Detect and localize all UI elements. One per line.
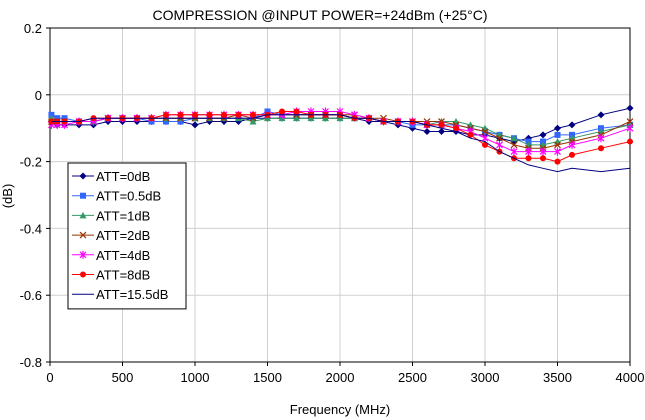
chart-title: COMPRESSION @INPUT POWER=+24dBm (+25°C) bbox=[152, 7, 487, 23]
data-point bbox=[568, 140, 576, 149]
legend: ATT=0dB ATT=0.5dB ATT=1dB ATT=2dB ATT=4dB ATT… bbox=[67, 162, 187, 310]
data-point bbox=[192, 111, 198, 118]
data-point bbox=[279, 108, 285, 115]
data-point bbox=[510, 147, 518, 156]
data-point bbox=[525, 147, 532, 156]
data-point bbox=[482, 141, 488, 148]
x-tick-label: 1500 bbox=[253, 370, 282, 385]
x-tick-label: 2500 bbox=[398, 370, 427, 385]
legend-item: ATT=0.5dB bbox=[72, 189, 161, 204]
data-point bbox=[177, 111, 184, 118]
data-point bbox=[438, 128, 445, 136]
x-tick-label: 0 bbox=[46, 370, 53, 385]
axis-ticks: 0 500 1000 1500 2000 2500 3000 3500 4000 0.2 0 -0.2… bbox=[20, 21, 645, 385]
y-axis-title: (dB) bbox=[0, 184, 15, 209]
data-point bbox=[235, 111, 242, 118]
data-point bbox=[79, 231, 87, 239]
x-tick-label: 2000 bbox=[326, 370, 355, 385]
legend-label: ATT=1dB bbox=[96, 208, 150, 223]
x-tick-label: 3000 bbox=[471, 370, 500, 385]
data-point bbox=[627, 138, 633, 145]
data-point bbox=[626, 104, 634, 112]
data-point bbox=[177, 118, 184, 125]
data-point bbox=[598, 145, 604, 152]
legend-item: ATT=2dB bbox=[72, 228, 150, 243]
data-point bbox=[79, 211, 87, 219]
legend-item: ATT=8dB bbox=[72, 268, 150, 283]
series-6 bbox=[48, 108, 633, 165]
x-tick-label: 1000 bbox=[181, 370, 210, 385]
y-tick-label: -0.6 bbox=[20, 288, 42, 303]
data-point bbox=[481, 134, 489, 143]
data-point bbox=[496, 134, 503, 142]
legend-label: ATT=4dB bbox=[96, 248, 150, 263]
legend-label: ATT=0dB bbox=[96, 169, 150, 184]
data-point bbox=[48, 118, 55, 125]
data-point bbox=[539, 131, 547, 139]
x-tick-label: 4000 bbox=[616, 370, 645, 385]
data-point bbox=[481, 128, 489, 135]
y-tick-label: 0.2 bbox=[24, 21, 42, 36]
x-axis-title: Frequency (MHz) bbox=[290, 402, 390, 417]
data-point bbox=[79, 172, 87, 180]
data-point bbox=[510, 141, 518, 149]
data-point bbox=[206, 111, 213, 118]
data-point bbox=[163, 111, 169, 118]
data-point bbox=[597, 134, 605, 143]
data-point bbox=[525, 155, 532, 162]
y-tick-label: -0.2 bbox=[20, 155, 42, 170]
data-point bbox=[539, 147, 547, 156]
data-point bbox=[554, 158, 561, 165]
legend-item: ATT=4dB bbox=[72, 248, 150, 263]
legend-label: ATT=2dB bbox=[96, 228, 150, 243]
series-line bbox=[51, 114, 631, 173]
data-point bbox=[80, 271, 86, 278]
y-tick-label: 0 bbox=[35, 88, 42, 103]
data-point bbox=[336, 114, 344, 122]
data-point bbox=[496, 140, 503, 149]
data-point bbox=[250, 111, 256, 118]
data-point bbox=[453, 125, 459, 132]
data-point bbox=[626, 124, 634, 133]
legend-label: ATT=8dB bbox=[96, 268, 150, 283]
data-point bbox=[307, 114, 315, 122]
data-point bbox=[554, 141, 561, 149]
legend-item: ATT=0dB bbox=[72, 169, 150, 184]
data-point bbox=[322, 114, 329, 122]
data-point bbox=[293, 108, 300, 115]
data-point bbox=[626, 118, 634, 125]
data-point bbox=[80, 192, 86, 199]
x-tick-label: 500 bbox=[112, 370, 134, 385]
data-point bbox=[293, 114, 300, 122]
legend-label: ATT=15.5dB bbox=[96, 287, 168, 302]
data-point bbox=[79, 250, 87, 259]
data-point bbox=[568, 121, 576, 129]
series-group bbox=[47, 104, 634, 173]
data-point bbox=[540, 155, 546, 162]
legend-item: ATT=1dB bbox=[72, 208, 150, 223]
series-7 bbox=[51, 114, 631, 173]
data-point bbox=[423, 128, 431, 136]
data-point bbox=[221, 111, 227, 118]
y-tick-label: -0.4 bbox=[20, 221, 42, 236]
data-point bbox=[597, 111, 605, 119]
data-point bbox=[438, 121, 445, 128]
y-tick-label: -0.8 bbox=[20, 355, 42, 370]
data-point bbox=[554, 124, 561, 132]
x-tick-label: 3500 bbox=[543, 370, 572, 385]
legend-item: ATT=15.5dB bbox=[72, 287, 168, 302]
data-point bbox=[467, 131, 474, 138]
data-point bbox=[163, 118, 169, 125]
data-point bbox=[191, 121, 199, 129]
data-point bbox=[569, 151, 575, 158]
data-point bbox=[554, 131, 561, 138]
legend-box bbox=[67, 162, 187, 310]
data-point bbox=[554, 147, 561, 156]
data-point bbox=[249, 118, 257, 125]
data-point bbox=[510, 134, 518, 142]
legend-label: ATT=0.5dB bbox=[96, 189, 161, 204]
